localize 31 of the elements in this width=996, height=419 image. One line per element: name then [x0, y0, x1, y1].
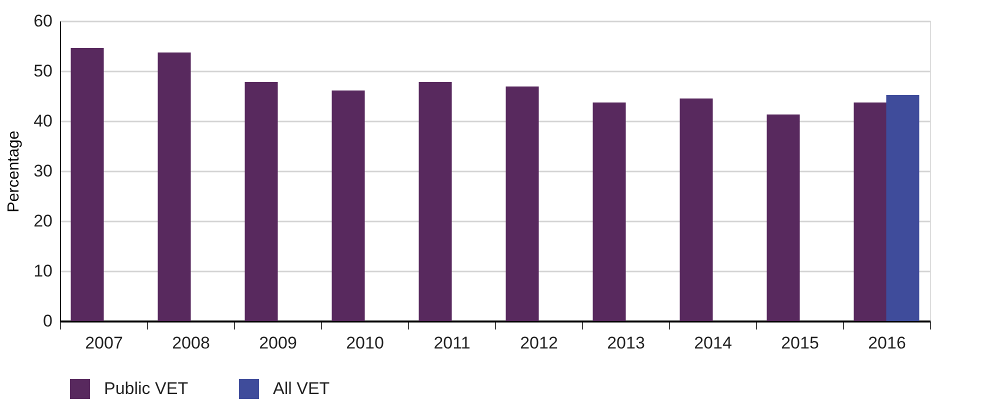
bar — [332, 90, 365, 321]
bar — [506, 86, 539, 321]
x-tick-label: 2008 — [172, 334, 210, 352]
bar — [680, 98, 713, 321]
y-tick-label: 40 — [34, 112, 52, 130]
bar — [244, 82, 278, 321]
y-tick-label: 50 — [34, 62, 52, 80]
y-tick-label: 30 — [34, 162, 52, 180]
x-tick-label: 2016 — [868, 334, 906, 352]
x-tick-label: 2014 — [694, 334, 732, 352]
bar — [854, 102, 887, 321]
bar — [766, 114, 800, 321]
legend-label: Public VET — [104, 379, 188, 398]
x-tick-label: 2013 — [607, 334, 645, 352]
y-axis-title: Percentage — [6, 130, 23, 212]
y-tick-label: 60 — [34, 12, 52, 30]
y-tick-label: 20 — [34, 212, 52, 230]
y-tick-label: 0 — [43, 312, 52, 330]
bar — [592, 102, 626, 321]
bar — [70, 48, 104, 321]
legend-label: All VET — [273, 379, 330, 398]
x-tick-label: 2007 — [85, 334, 123, 352]
x-tick-label: 2015 — [781, 334, 819, 352]
x-tick-label: 2011 — [434, 334, 470, 352]
x-tick-label: 2012 — [520, 334, 558, 352]
bar — [418, 82, 452, 321]
x-tick-label: 2009 — [259, 334, 297, 352]
y-tick-label: 10 — [34, 262, 52, 280]
x-tick-label: 2010 — [346, 334, 384, 352]
bar — [158, 52, 191, 321]
bar — [886, 95, 920, 321]
